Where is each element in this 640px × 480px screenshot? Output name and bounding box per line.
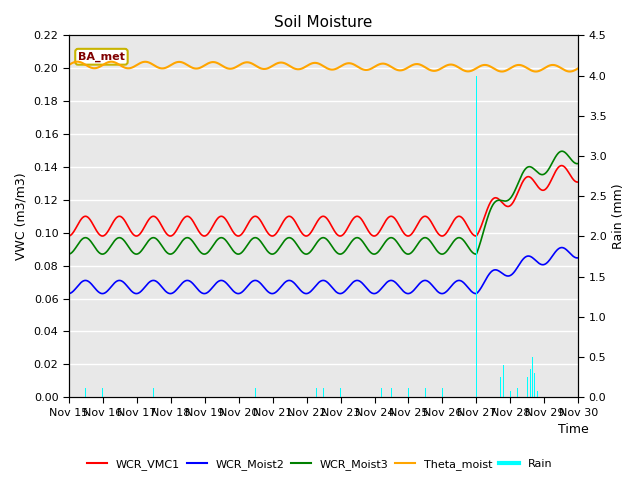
Bar — [102, 387, 103, 397]
Bar — [517, 387, 518, 397]
Y-axis label: Rain (mm): Rain (mm) — [612, 183, 625, 249]
Bar — [391, 387, 392, 397]
Bar — [479, 357, 480, 397]
Bar — [534, 373, 535, 397]
Bar — [408, 387, 409, 397]
Bar — [340, 387, 341, 397]
Bar — [527, 377, 528, 397]
Bar — [323, 387, 324, 397]
Bar — [381, 387, 382, 397]
Y-axis label: VWC (m3/m3): VWC (m3/m3) — [15, 172, 28, 260]
Bar — [503, 365, 504, 397]
Bar — [537, 391, 538, 397]
Title: Soil Moisture: Soil Moisture — [275, 15, 372, 30]
Bar — [255, 387, 256, 397]
Bar — [316, 387, 317, 397]
Text: BA_met: BA_met — [78, 52, 125, 62]
Bar — [476, 75, 477, 397]
Bar — [510, 391, 511, 397]
Bar — [425, 387, 426, 397]
Legend: WCR_VMC1, WCR_Moist2, WCR_Moist3, Theta_moist, Rain: WCR_VMC1, WCR_Moist2, WCR_Moist3, Theta_… — [83, 455, 557, 474]
X-axis label: Time: Time — [557, 423, 588, 436]
Bar — [442, 387, 443, 397]
Bar — [477, 301, 479, 397]
Bar — [532, 357, 533, 397]
